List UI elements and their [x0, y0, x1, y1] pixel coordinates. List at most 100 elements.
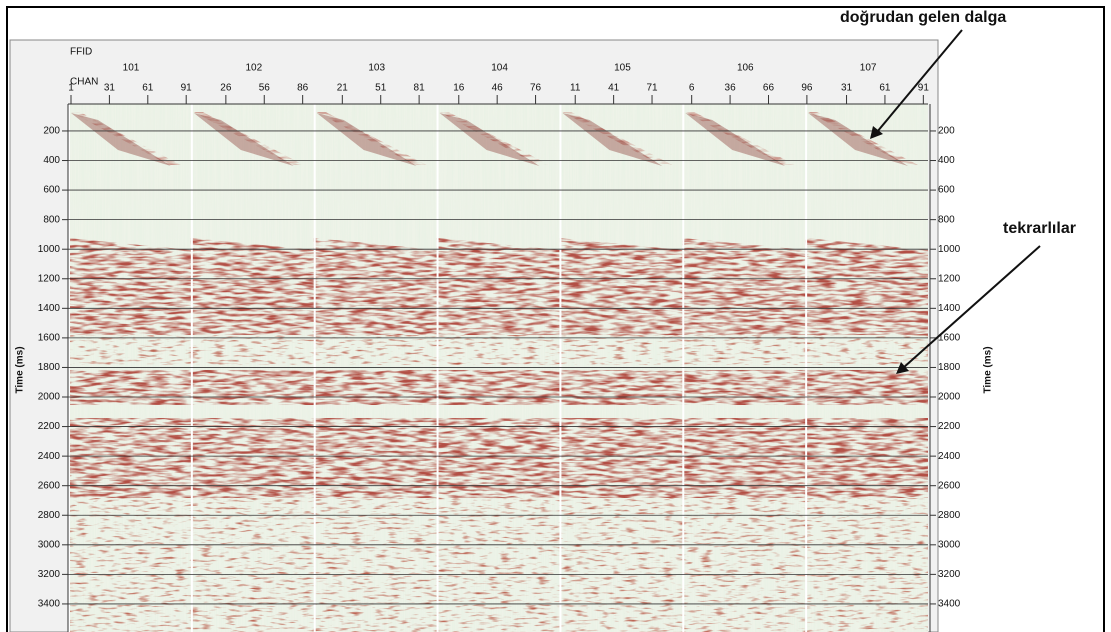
- reflection-band: [313, 418, 437, 498]
- channel-tick-label: 36: [725, 83, 737, 94]
- channel-tick-label: 61: [142, 83, 154, 94]
- channel-tick-label: 91: [918, 83, 930, 94]
- y-tick-label: 800: [43, 214, 60, 225]
- channel-tick-label: 81: [414, 83, 426, 94]
- direct-wave: [316, 112, 427, 165]
- y-tick-label-right: 600: [938, 185, 955, 196]
- ffid-label: 102: [246, 63, 263, 74]
- ffid-label: 107: [860, 63, 877, 74]
- y-tick-label: 1600: [38, 333, 61, 344]
- y-tick-label-right: 1400: [938, 303, 961, 314]
- reflection-band: [313, 370, 437, 405]
- direct-wave: [193, 112, 304, 165]
- annotation: tekrarlılar: [1003, 220, 1076, 237]
- reflection-band: [68, 238, 191, 335]
- ffid-label: 106: [737, 63, 754, 74]
- y-tick-label-right: 3000: [938, 539, 961, 550]
- direct-wave: [562, 112, 673, 165]
- reflection-band: [313, 335, 437, 365]
- y-tick-label-right: 2200: [938, 421, 961, 432]
- arrow: [876, 29, 963, 133]
- reflection-band: [190, 418, 314, 498]
- direct-wave: [685, 112, 796, 165]
- reflection-band: [559, 370, 683, 405]
- reflection-band: [682, 335, 806, 365]
- direct-wave: [439, 113, 540, 166]
- y-tick-label-right: 1000: [938, 244, 961, 255]
- direct-wave: [316, 113, 417, 166]
- channel-tick-label: 51: [375, 83, 387, 94]
- y-tick-label: 2600: [38, 480, 61, 491]
- reflection-band: [436, 238, 560, 335]
- channel-tick-label: 61: [879, 83, 891, 94]
- y-tick-label-right: 1200: [938, 273, 961, 284]
- reflection-band: [682, 238, 806, 335]
- y-tick-label: 3200: [38, 569, 61, 580]
- y-tick-label: 200: [43, 126, 60, 137]
- reflection-band: [682, 370, 806, 405]
- reflection-band: [682, 498, 806, 632]
- channel-tick-label: 11: [570, 83, 581, 94]
- y-tick-label: 2400: [38, 451, 61, 462]
- reflection-band: [68, 418, 191, 498]
- channel-tick-label: 31: [104, 83, 116, 94]
- reflection-band: [559, 238, 683, 335]
- y-tick-label-right: 2400: [938, 451, 961, 462]
- axes: 101 1 31 61 91 102 26 56 86 103 21 51 81 104 16 46 76 105…: [38, 63, 961, 632]
- reflection-band: [436, 335, 560, 365]
- direct-wave: [808, 112, 918, 165]
- y-tick-label-right: 2000: [938, 392, 961, 403]
- arrowhead: [870, 126, 883, 139]
- reflection-band: [559, 335, 683, 365]
- reflection-band: [68, 498, 191, 632]
- ffid-label: 104: [491, 63, 508, 74]
- reflection-band: [190, 498, 314, 632]
- channel-tick-label: 26: [220, 83, 232, 94]
- reflection-band: [805, 498, 928, 632]
- y-tick-label-right: 2600: [938, 480, 961, 491]
- reflection-band: [190, 370, 314, 405]
- reflection-band: [190, 238, 314, 335]
- reflection-band: [559, 418, 683, 498]
- y-axis-label: Time (ms): [15, 346, 26, 393]
- seismic-section: [68, 104, 928, 632]
- y-tick-label-right: 200: [938, 126, 955, 137]
- channel-tick-label: 71: [646, 83, 658, 94]
- direct-wave: [685, 113, 786, 166]
- y-tick-label-right: 1800: [938, 362, 961, 373]
- reflection-band: [313, 498, 437, 632]
- channel-tick-label: 21: [337, 83, 349, 94]
- channel-tick-label: 6: [689, 83, 695, 94]
- channel-tick-label: 96: [801, 83, 813, 94]
- ffid-label: 105: [614, 63, 631, 74]
- reflection-band: [682, 418, 806, 498]
- direct-wave: [193, 113, 294, 166]
- y-tick-label: 2200: [38, 421, 61, 432]
- channel-tick-label: 66: [763, 83, 775, 94]
- y-tick-label-right: 3400: [938, 599, 961, 610]
- direct-wave: [562, 113, 663, 166]
- reflection-band: [190, 335, 314, 365]
- channel-tick-label: 86: [297, 83, 309, 94]
- reflection-band: [436, 370, 560, 405]
- y-tick-label: 3400: [38, 599, 61, 610]
- y-tick-label: 1000: [38, 244, 61, 255]
- reflection-band: [68, 370, 191, 405]
- y-tick-label-right: 400: [938, 155, 955, 166]
- direct-wave: [71, 112, 181, 165]
- reflection-band: [805, 335, 928, 365]
- y-axis-label-right: Time (ms): [983, 346, 994, 393]
- y-tick-label: 1200: [38, 273, 61, 284]
- y-tick-label: 400: [43, 155, 60, 166]
- reflection-band: [436, 418, 560, 498]
- ffid-header: FFID: [70, 47, 92, 58]
- channel-tick-label: 76: [530, 83, 542, 94]
- direct-wave: [439, 112, 550, 165]
- y-tick-label: 1400: [38, 303, 61, 314]
- channel-tick-label: 41: [608, 83, 620, 94]
- y-tick-label: 1800: [38, 362, 61, 373]
- channel-tick-label: 46: [492, 83, 504, 94]
- chan-header: CHAN: [70, 77, 98, 88]
- direct-wave: [71, 113, 171, 166]
